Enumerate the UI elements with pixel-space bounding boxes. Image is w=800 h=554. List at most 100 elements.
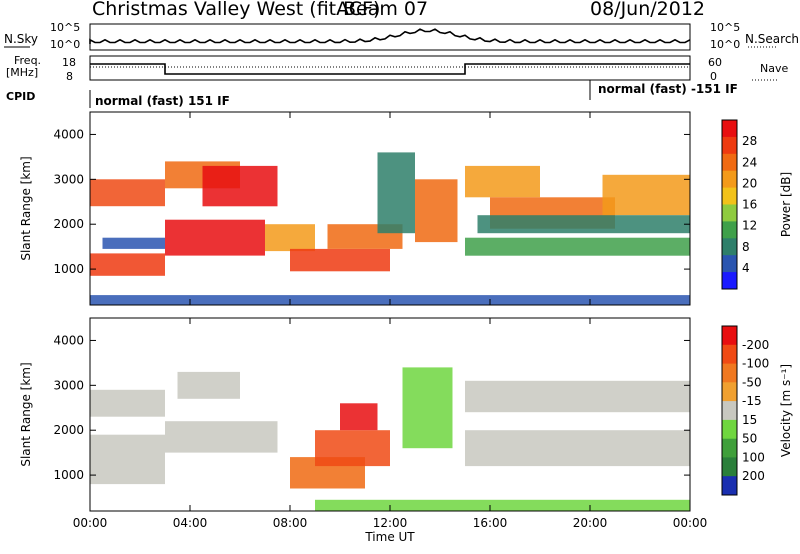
power-echo-band-0 <box>90 179 165 207</box>
velocity-colorbar-label: Velocity [m s⁻¹] <box>779 364 793 457</box>
velocity-colorbar-tick-4: -15 <box>742 394 762 408</box>
power-ylabel: Slant Range [km] <box>19 156 33 260</box>
power-colorbar-tick-4: 20 <box>742 176 757 190</box>
power-panel: 1000 2000 3000 4000 Slant Range [km] 4 8 12 16 20… <box>19 111 793 306</box>
power-colorbar-tick-5: 24 <box>742 155 757 169</box>
velocity-colorbar-cell-6 <box>722 438 737 458</box>
noise-tick-top-right: 10^5 <box>710 21 741 34</box>
power-colorbar-cell-6 <box>722 221 737 239</box>
freq-unit: [MHz] <box>6 66 39 79</box>
power-colorbar-cell-1 <box>722 136 737 155</box>
velocity-colorbar-cell-4 <box>722 401 737 421</box>
freq-tick-top: 18 <box>62 56 76 69</box>
power-ytick-label-1: 2000 <box>53 217 84 231</box>
velocity-ytick-label-0: 1000 <box>53 468 84 482</box>
velocity-echo-band-3 <box>177 371 240 399</box>
noise-box <box>89 23 691 51</box>
power-colorbar-cell-2 <box>722 153 737 172</box>
velocity-xtick-label-1: 04:00 <box>173 516 208 530</box>
velocity-xlabel: Time UT <box>364 530 415 544</box>
power-colorbar-cell-4 <box>722 187 737 205</box>
freq-label: Freq. <box>14 54 42 67</box>
noise-tick-top: 10^5 <box>50 21 81 34</box>
power-echo-band-10 <box>415 179 458 243</box>
power-colorbar-frame <box>721 119 738 290</box>
velocity-plot-area <box>90 318 690 511</box>
velocity-ytick-label-3: 4000 <box>53 333 84 347</box>
nave-tick-bottom: 0 <box>710 70 717 83</box>
date-label: 08/Jun/2012 <box>590 0 706 20</box>
cpid-mode-left: normal (fast) 151 IF <box>95 94 230 108</box>
power-echo-band-4 <box>202 165 278 207</box>
velocity-ytick-label-1: 2000 <box>53 423 84 437</box>
power-echo-band-5 <box>165 219 265 256</box>
cpid-markers <box>89 80 591 108</box>
velocity-xtick-label-0: 00:00 <box>73 516 108 530</box>
power-colorbar-cell-3 <box>722 170 737 189</box>
power-echo-band-14 <box>465 237 690 256</box>
velocity-echo-band-0 <box>90 389 165 417</box>
power-colorbar-label: Power [dB] <box>779 172 793 237</box>
velocity-colorbar-frame <box>721 325 738 496</box>
power-echo-band-6 <box>265 224 315 252</box>
power-echo-band-11 <box>465 165 540 198</box>
cpid-label: CPID <box>6 90 36 103</box>
velocity-xtick-label-5: 20:00 <box>573 516 608 530</box>
power-ytick-label-3: 4000 <box>53 127 84 141</box>
power-echo-band-13 <box>602 174 690 216</box>
velocity-colorbar-tick-0: 200 <box>742 469 765 483</box>
velocity-ytick-label-2: 3000 <box>53 378 84 392</box>
velocity-xtick-label-2: 08:00 <box>273 516 308 530</box>
velocity-colorbar-cell-1 <box>722 344 737 365</box>
nave-tick-top: 60 <box>708 56 722 69</box>
beam-label: Beam 07 <box>343 0 429 20</box>
velocity-echo-band-6 <box>340 403 378 431</box>
power-echo-band-9 <box>377 152 415 234</box>
velocity-colorbar-cell-0 <box>722 326 737 346</box>
nave-label: Nave <box>760 62 789 75</box>
velocity-colorbar-cell-8 <box>722 476 737 496</box>
power-echo-band-2 <box>102 237 165 249</box>
nsky-trace <box>89 28 691 44</box>
freq-box <box>89 55 691 81</box>
velocity-echo-band-1 <box>90 434 165 485</box>
noise-tick-bottom-right: 10^0 <box>710 38 741 51</box>
velocity-xtick-label-3: 12:00 <box>373 516 408 530</box>
nsky-label: N.Sky <box>4 32 39 46</box>
freq-trace <box>90 63 690 75</box>
power-echo-band-15 <box>477 215 690 234</box>
velocity-colorbar-tick-1: 100 <box>742 450 765 464</box>
power-colorbar-cell-0 <box>722 120 737 138</box>
velocity-echo-band-8 <box>465 380 690 413</box>
power-echo-band-7 <box>290 248 390 272</box>
velocity-colorbar-cell-3 <box>722 382 737 402</box>
velocity-echo-band-2 <box>165 421 278 453</box>
power-colorbar-tick-2: 12 <box>742 219 757 233</box>
velocity-colorbar-tick-5: -50 <box>742 375 762 389</box>
velocity-panel: 1000 2000 3000 4000 00:00 04:00 08:00 12:00 16:0… <box>19 317 793 544</box>
station-title: Christmas Valley West (fitACF) <box>92 0 381 20</box>
velocity-echo-band-7 <box>402 367 453 449</box>
velocity-echo-band-10 <box>315 499 690 511</box>
velocity-ylabel: Slant Range [km] <box>19 362 33 466</box>
power-ytick-label-2: 3000 <box>53 172 84 186</box>
power-colorbar-tick-3: 16 <box>742 198 757 212</box>
power-colorbar-cell-7 <box>722 238 737 256</box>
velocity-colorbar-tick-2: 50 <box>742 432 757 446</box>
velocity-colorbar-cell-7 <box>722 457 737 477</box>
power-colorbar-cell-5 <box>722 204 737 222</box>
nsearch-label: N.Search <box>745 32 800 46</box>
velocity-echo-band-9 <box>465 430 690 467</box>
freq-tick-bottom: 8 <box>66 70 73 83</box>
velocity-echo-band-5 <box>315 430 390 467</box>
velocity-colorbar-tick-6: -100 <box>742 357 769 371</box>
power-colorbar-cell-8 <box>722 255 737 273</box>
power-echo-band-1 <box>90 253 165 276</box>
velocity-xtick-label-6: 00:00 <box>673 516 708 530</box>
velocity-colorbar-cell-5 <box>722 419 737 440</box>
velocity-colorbar-tick-7: -200 <box>742 338 769 352</box>
noise-frequency-strip <box>4 23 778 108</box>
velocity-colorbar-cell-2 <box>722 363 737 383</box>
power-ytick-label-0: 1000 <box>53 262 84 276</box>
